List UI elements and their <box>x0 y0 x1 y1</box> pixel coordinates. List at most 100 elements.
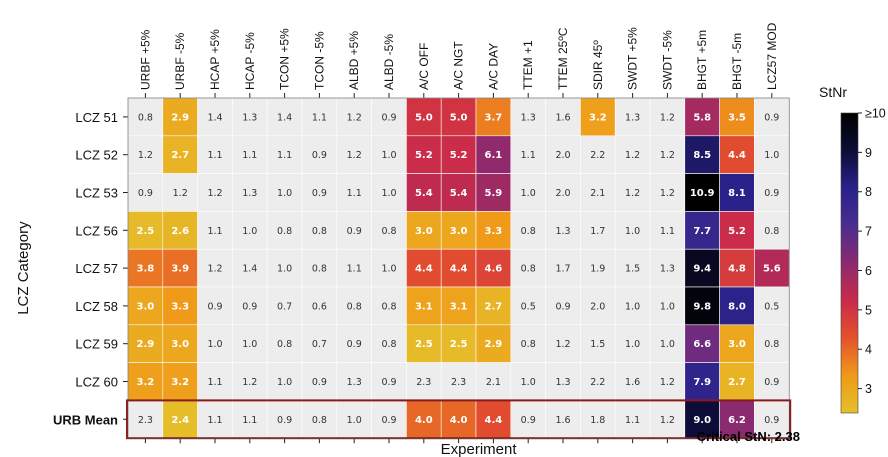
cell-value: 0.7 <box>312 339 327 350</box>
heatmap-cell <box>475 248 512 288</box>
colorbar-title: StNr <box>819 84 847 100</box>
heatmap-cell <box>162 135 198 174</box>
cell-value: 4.4 <box>450 264 468 275</box>
cell-value: 1.2 <box>242 377 257 388</box>
heatmap-cell <box>475 286 512 326</box>
heatmap-cell <box>371 248 407 288</box>
cell-value: 0.9 <box>381 377 396 388</box>
critical-stn-label: Critical StN: 2.38 <box>696 429 800 444</box>
cell-value: 2.0 <box>590 301 605 312</box>
cell-value: 2.1 <box>486 377 501 388</box>
row-label: LCZ 52 <box>75 148 118 163</box>
heatmap-cell <box>197 135 233 174</box>
heatmap-cell <box>232 324 268 363</box>
heatmap-cell <box>197 362 233 401</box>
heatmap-cell <box>266 286 303 326</box>
cell-value: 1.6 <box>625 377 640 388</box>
column-label: SWDT +5% <box>626 27 640 90</box>
heatmap-cell <box>754 248 790 288</box>
cell-value: 8.0 <box>728 301 746 312</box>
cell-value: 5.6 <box>763 264 781 275</box>
heatmap-cell <box>127 97 164 137</box>
cell-value: 0.9 <box>138 188 153 199</box>
cell-value: 2.9 <box>485 339 503 350</box>
heatmap-cell <box>266 135 303 174</box>
heatmap-cell <box>545 248 581 288</box>
cell-value: 1.0 <box>381 150 396 161</box>
row-label: LCZ 57 <box>75 261 118 276</box>
cell-value: 1.2 <box>660 377 675 388</box>
cell-value: 2.3 <box>451 377 466 388</box>
column-label: HCAP -5% <box>243 32 257 90</box>
cell-value: 1.3 <box>347 377 362 388</box>
cell-value: 1.1 <box>660 226 675 237</box>
cell-value: 3.9 <box>171 264 189 275</box>
heatmap-cell <box>127 135 164 174</box>
cell-value: 1.4 <box>242 264 257 275</box>
cell-value: 1.3 <box>555 377 570 388</box>
cell-value: 1.2 <box>660 188 675 199</box>
colorbar-tick-label: 3 <box>865 382 872 396</box>
cell-value: 4.6 <box>485 264 503 275</box>
heatmap-cell <box>649 362 686 401</box>
cell-value: 1.1 <box>347 264 362 275</box>
cell-value: 1.2 <box>625 188 640 199</box>
cell-value: 1.1 <box>277 150 292 161</box>
heatmap-cell <box>440 400 477 439</box>
heatmap-cell <box>336 324 372 363</box>
cell-value: 0.8 <box>312 226 327 237</box>
heatmap-cell <box>440 173 477 212</box>
cell-value: 1.1 <box>521 150 536 161</box>
cell-value: 1.8 <box>590 415 605 426</box>
heatmap-cell <box>649 248 686 288</box>
heatmap-cell <box>754 97 790 137</box>
heatmap-cell <box>336 362 372 401</box>
cell-value: 5.2 <box>728 226 746 237</box>
cell-value: 1.2 <box>138 150 153 161</box>
cell-value: 1.2 <box>207 264 222 275</box>
heatmap-cell <box>266 400 303 439</box>
heatmap-cell <box>614 362 651 401</box>
cell-value: 2.6 <box>171 226 189 237</box>
heatmap-cell <box>580 324 616 363</box>
cell-value: 1.5 <box>590 339 605 350</box>
heatmap-cell <box>162 286 198 326</box>
column-label: URBF -5% <box>173 32 187 90</box>
heatmap-cell <box>371 286 407 326</box>
heatmap-cell <box>754 211 790 250</box>
heatmap-cell <box>440 97 477 137</box>
cell-value: 2.9 <box>171 112 189 123</box>
cell-value: 0.9 <box>764 188 779 199</box>
colorbar <box>840 112 859 414</box>
heatmap-cell <box>649 324 686 363</box>
cell-value: 5.0 <box>415 112 433 123</box>
cell-value: 1.0 <box>242 226 257 237</box>
cell-value: 2.2 <box>590 150 605 161</box>
heatmap-cell <box>545 211 581 250</box>
cell-value: 2.7 <box>728 377 746 388</box>
heatmap-cell <box>336 97 372 137</box>
heatmap-cell <box>371 362 407 401</box>
cell-value: 3.8 <box>137 264 155 275</box>
cell-value: 0.7 <box>277 301 292 312</box>
cell-value: 4.4 <box>485 415 503 426</box>
cell-value: 3.3 <box>171 301 189 312</box>
cell-value: 1.2 <box>207 188 222 199</box>
cell-value: 3.2 <box>171 377 189 388</box>
cell-value: 1.7 <box>555 264 570 275</box>
cell-value: 1.0 <box>660 339 675 350</box>
cell-value: 1.3 <box>521 112 536 123</box>
heatmap-cell <box>336 400 372 439</box>
cell-value: 1.0 <box>277 188 292 199</box>
cell-value: 1.2 <box>625 150 640 161</box>
heatmap-cell <box>510 173 546 212</box>
cell-value: 5.4 <box>450 188 468 199</box>
heatmap-cell <box>649 97 686 137</box>
cell-value: 1.3 <box>555 226 570 237</box>
column-label: TCON -5% <box>312 31 326 90</box>
cell-value: 2.5 <box>450 339 468 350</box>
cell-value: 1.0 <box>521 377 536 388</box>
heatmap-cell <box>580 286 616 326</box>
cell-value: 2.3 <box>138 415 153 426</box>
cell-value: 2.5 <box>415 339 433 350</box>
